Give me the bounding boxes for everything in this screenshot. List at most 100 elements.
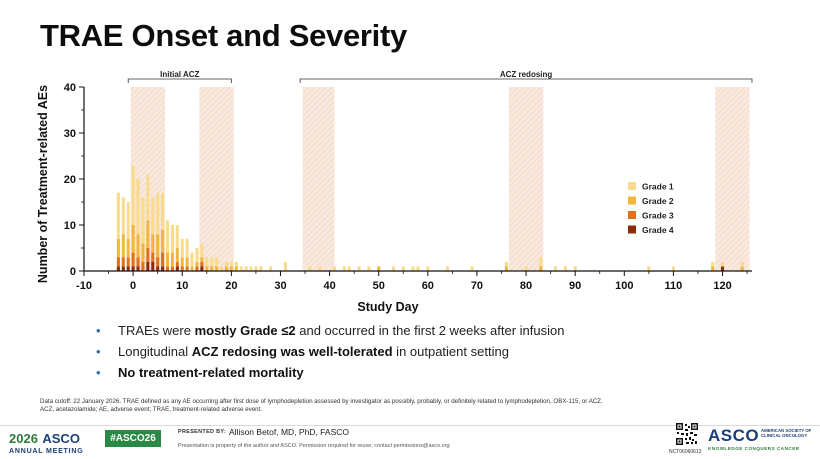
bar-segment-grade1 [190,252,194,267]
bracket-line [299,78,753,83]
bar-segment-grade1 [161,192,165,230]
bar-segment-grade1 [200,243,204,258]
bullet-item: • TRAEs were mostly Grade ≤2 and occurred… [96,320,564,341]
y-tick-label: 20 [64,174,76,186]
bar-segment-grade1 [347,266,351,271]
legend-label: Grade 1 [642,182,674,192]
bullet-dot-icon: • [96,344,101,359]
acz-dosing-window [199,87,234,271]
y-tick-label: 0 [70,266,76,278]
bar-segment-grade1 [426,266,430,271]
presenter-name: Allison Betof, MD, PhD, FASCO [229,427,349,437]
bar-segment-grade2 [224,266,228,271]
bar-segment-grade4 [136,266,140,271]
bar-segment-grade2 [229,266,233,271]
bullet-emphasis: No treatment-related mortality [118,365,304,380]
bullet-emphasis: mostly Grade ≤2 [194,323,296,338]
bar-segment-grade2 [165,252,170,267]
footnote-line-2: ACZ, acetazolamide; AE, adverse event; T… [40,406,263,413]
legend-swatch-grade4 [628,225,636,234]
bar-segment-grade1 [647,266,651,271]
key-findings-list: • TRAEs were mostly Grade ≤2 and occurred… [96,320,564,383]
bar-segment-grade1 [342,266,346,271]
bullet-item: • No treatment-related mortality [96,362,564,383]
bar-segment-grade1 [205,257,209,267]
bar-segment-grade2 [377,266,381,271]
bar-segment-grade3 [161,252,165,267]
bar-segment-grade3 [185,266,189,271]
bar-segment-grade3 [156,257,160,267]
bar-segment-grade1 [165,220,170,253]
bar-segment-grade2 [215,266,219,271]
x-tick-label: 20 [225,280,237,292]
bar-segment-grade4 [116,266,120,271]
bracket-label: Initial ACZ [160,70,199,79]
bar-segment-grade3 [195,266,199,271]
bar-segment-grade1 [146,174,150,221]
bracket-label: ACZ redosing [500,70,553,79]
x-tick-label: 110 [665,280,683,292]
x-tick-label: 40 [323,280,335,292]
bullet-dot-icon: • [96,365,101,380]
bar-segment-grade3 [131,252,135,267]
property-note: Presentation is property of the author a… [178,443,450,449]
bar-segment-grade3 [136,257,140,267]
bar-segment-grade1 [563,266,567,271]
bar-segment-grade2 [146,220,150,248]
bar-segment-grade1 [244,266,248,271]
bar-segment-grade2 [504,266,508,271]
nct-number: NCT06060613 [669,449,702,455]
bar-segment-grade1 [151,197,155,235]
bullet-text: TRAEs were [118,323,195,338]
bar-segment-grade2 [170,252,174,267]
x-tick-label: 60 [422,280,434,292]
bar-segment-grade1 [367,266,371,271]
legend-label: Grade 4 [642,225,674,235]
acz-dosing-window [715,87,750,271]
bullet-item: • Longitudinal ACZ redosing was well-tole… [96,341,564,362]
bar-segment-grade1 [116,192,120,239]
bar-segment-grade3 [175,261,179,267]
bar-segment-grade2 [740,266,744,271]
bar-segment-grade2 [711,266,715,271]
bar-segment-grade3 [126,257,130,267]
presented-by-label: PRESENTED BY: [178,429,227,435]
bar-segment-grade2 [539,266,543,271]
bar-segment-grade2 [151,234,155,253]
bar-segment-grade1 [210,257,214,267]
x-tick-label: 30 [274,280,286,292]
x-tick-label: 70 [471,280,483,292]
bar-segment-grade2 [126,238,130,258]
bar-segment-grade1 [740,261,744,267]
acz-dosing-window [508,87,544,271]
bar-segment-grade1 [411,266,415,271]
bar-segment-grade1 [721,261,725,267]
x-tick-label: 10 [176,280,188,292]
bar-segment-grade1 [195,248,199,262]
bar-segment-grade1 [224,261,228,267]
bar-segment-grade2 [121,234,125,258]
bar-segment-grade3 [180,266,184,271]
bar-segment-grade1 [318,266,322,271]
y-tick-label: 40 [64,82,76,94]
bar-segment-grade1 [131,165,135,225]
bar-segment-grade1 [416,266,420,271]
bar-segment-grade2 [234,266,238,271]
bar-segment-grade1 [180,238,184,258]
bar-segment-grade1 [269,266,273,271]
bar-segment-grade3 [165,266,170,271]
bullet-dot-icon: • [96,323,101,338]
bar-segment-grade2 [136,234,140,258]
footnote: Data cutoff: 22 January 2026. TRAE defin… [40,398,740,414]
qr-code-icon[interactable] [676,423,698,445]
bar-segment-grade2 [180,257,184,267]
bar-segment-grade1 [524,266,528,271]
bar-segment-grade1 [156,192,160,235]
hashtag-badge: #ASCO26 [105,430,161,447]
bracket-line [127,78,232,83]
legend-swatch-grade1 [628,182,636,190]
x-tick-label: 50 [373,280,385,292]
bar-segment-grade1 [539,257,543,267]
asco-logo-word: ASCO [708,426,760,445]
